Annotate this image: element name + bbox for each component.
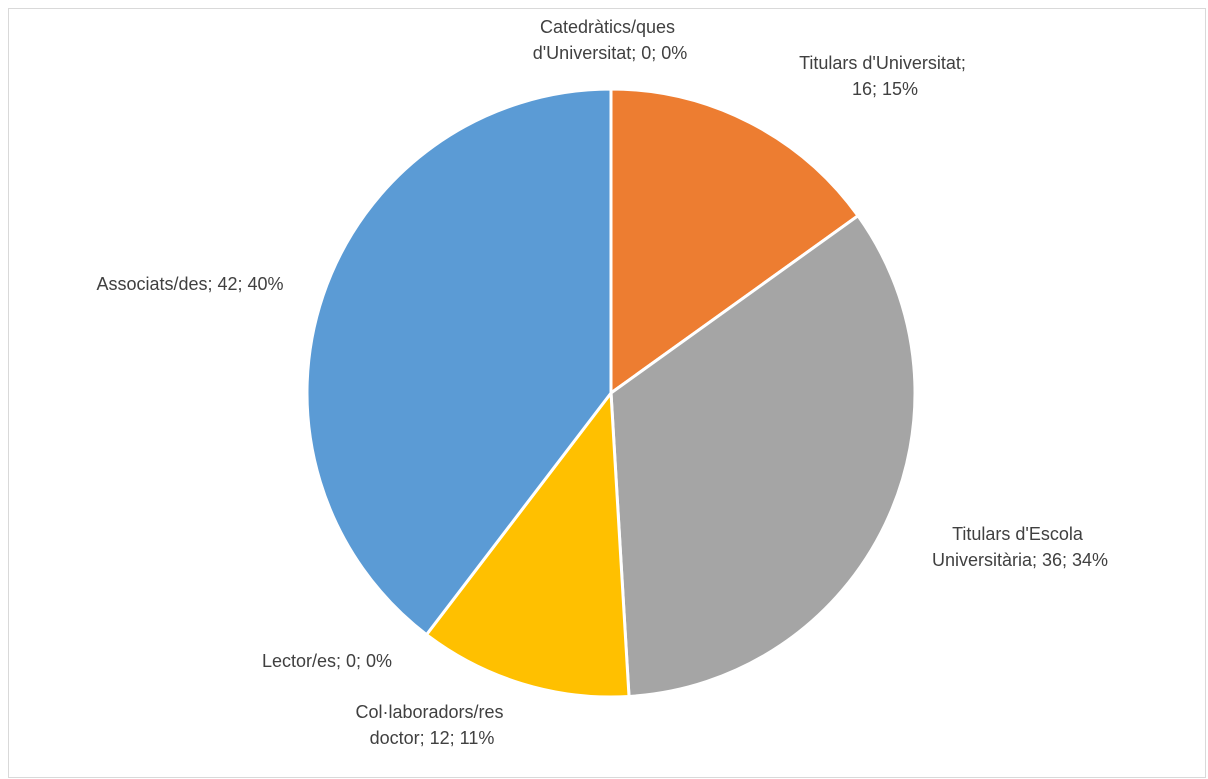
data-label-lectors: Lector/es; 0; 0% bbox=[262, 651, 392, 671]
pie-chart: Catedràtics/ques d'Universitat; 0; 0% Ti… bbox=[96, 17, 1108, 748]
data-label-associats: Associats/des; 42; 40% bbox=[96, 274, 283, 294]
pie-slice-col-laboradors-res-doctor bbox=[424, 388, 631, 699]
pie-slice-titulars-d-universitat bbox=[609, 87, 861, 396]
data-label-titulars-escola: Titulars d'Escola Universitària; 36; 34% bbox=[932, 524, 1108, 570]
data-label-collaboradors: Col·laboradors/res doctor; 12; 11% bbox=[355, 702, 508, 748]
slices-layer bbox=[305, 87, 917, 699]
pie-slice-associats-des bbox=[305, 87, 613, 637]
data-label-catedratics: Catedràtics/ques d'Universitat; 0; 0% bbox=[533, 17, 688, 63]
data-label-titulars-universitat: Titulars d'Universitat; 16; 15% bbox=[799, 53, 971, 99]
chart-area: Catedràtics/ques d'Universitat; 0; 0% Ti… bbox=[8, 8, 1206, 778]
pie-slice-titulars-d-escola-universitaria bbox=[609, 213, 917, 699]
